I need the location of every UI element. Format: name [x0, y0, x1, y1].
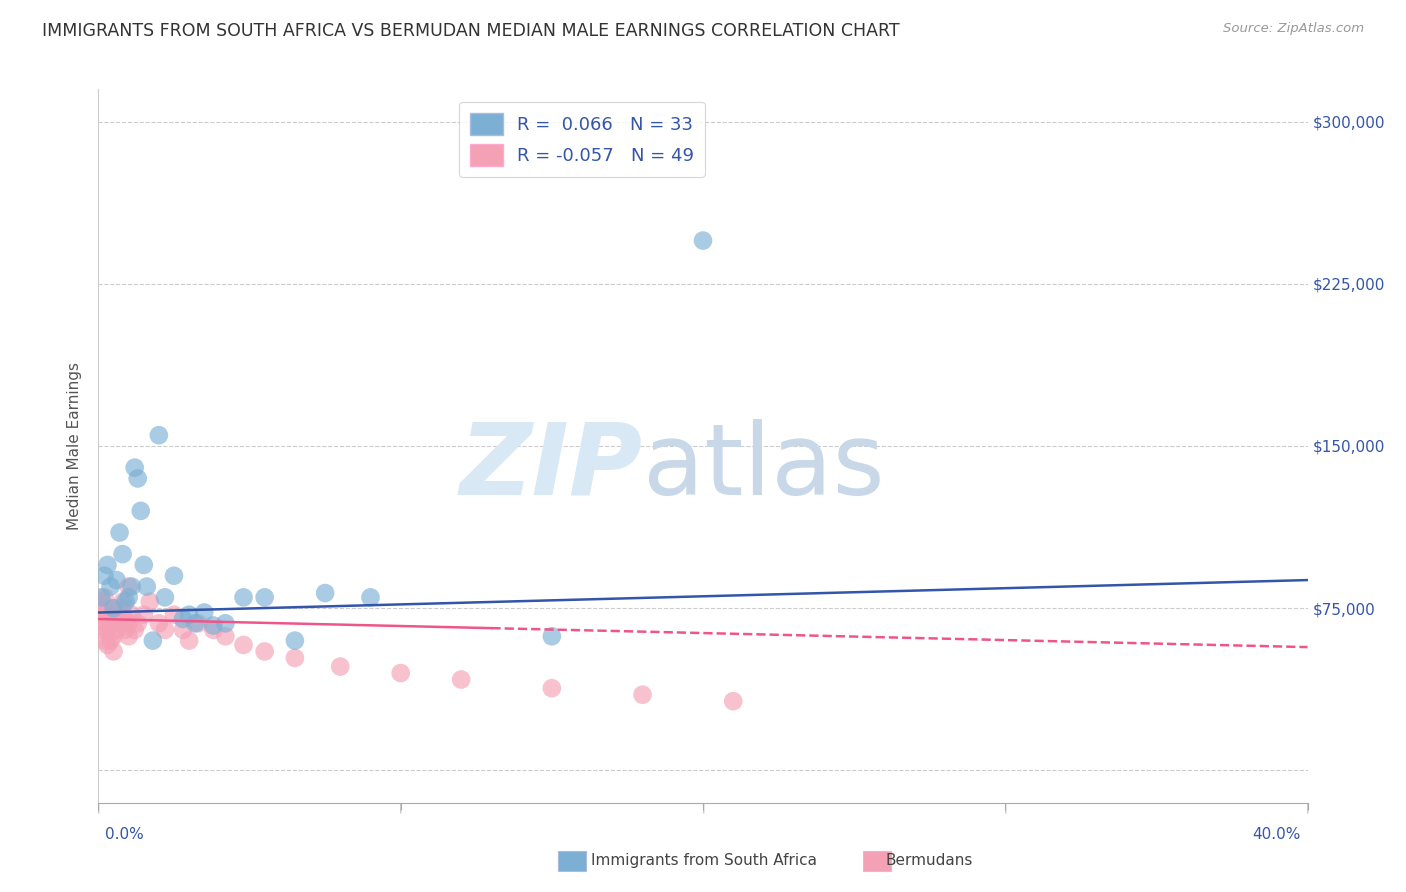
Point — [121, 607, 143, 622]
Point — [127, 616, 149, 631]
Point — [118, 591, 141, 605]
Point — [90, 591, 112, 605]
Point — [284, 633, 307, 648]
Point — [202, 618, 225, 632]
Point — [232, 591, 254, 605]
Point — [96, 638, 118, 652]
Point — [93, 568, 115, 582]
Point — [631, 688, 654, 702]
Point — [202, 623, 225, 637]
FancyBboxPatch shape — [558, 851, 586, 871]
Text: ZIP: ZIP — [460, 419, 643, 516]
Text: atlas: atlas — [643, 419, 884, 516]
Point — [253, 644, 276, 658]
Point — [723, 694, 745, 708]
Point — [184, 616, 207, 631]
Point — [124, 460, 146, 475]
Text: |: | — [1306, 803, 1309, 814]
Point — [253, 591, 276, 605]
Legend: R =  0.066   N = 33, R = -0.057   N = 49: R = 0.066 N = 33, R = -0.057 N = 49 — [460, 102, 704, 177]
Point — [108, 616, 131, 631]
Text: IMMIGRANTS FROM SOUTH AFRICA VS BERMUDAN MEDIAN MALE EARNINGS CORRELATION CHART: IMMIGRANTS FROM SOUTH AFRICA VS BERMUDAN… — [42, 22, 900, 40]
Point — [172, 612, 194, 626]
Text: Immigrants from South Africa: Immigrants from South Africa — [591, 854, 817, 868]
Point — [118, 580, 141, 594]
Point — [129, 504, 152, 518]
Point — [105, 573, 128, 587]
Point — [692, 234, 714, 248]
Point — [132, 558, 155, 572]
Point — [193, 606, 215, 620]
Point — [108, 525, 131, 540]
Point — [329, 659, 352, 673]
Point — [450, 673, 472, 687]
Point — [179, 607, 201, 622]
Point — [124, 623, 146, 637]
Point — [153, 591, 176, 605]
Point — [163, 568, 186, 582]
Point — [153, 623, 176, 637]
Point — [100, 580, 122, 594]
Point — [232, 638, 254, 652]
Text: 40.0%: 40.0% — [1253, 827, 1301, 841]
Point — [214, 629, 236, 643]
Point — [90, 595, 112, 609]
Point — [127, 471, 149, 485]
Point — [114, 612, 136, 626]
Point — [540, 629, 562, 643]
Point — [142, 633, 165, 648]
Point — [108, 601, 131, 615]
Point — [148, 616, 170, 631]
FancyBboxPatch shape — [863, 851, 891, 871]
Point — [132, 607, 155, 622]
Y-axis label: Median Male Earnings: Median Male Earnings — [67, 362, 83, 530]
Point — [93, 616, 115, 631]
Point — [118, 629, 141, 643]
Point — [114, 595, 136, 609]
Point — [135, 580, 157, 594]
Text: Bermudans: Bermudans — [886, 854, 973, 868]
Point — [103, 612, 125, 626]
Text: |: | — [1004, 803, 1007, 814]
Point — [187, 616, 209, 631]
Point — [540, 681, 562, 696]
Point — [360, 591, 382, 605]
Text: 0.0%: 0.0% — [105, 827, 145, 841]
Point — [114, 623, 136, 637]
Point — [96, 607, 118, 622]
Point — [111, 547, 134, 561]
Point — [172, 623, 194, 637]
Point — [96, 558, 118, 572]
Point — [100, 601, 122, 615]
Point — [214, 616, 236, 631]
Point — [100, 633, 122, 648]
Point — [103, 644, 125, 658]
Point — [111, 607, 134, 622]
Point — [105, 607, 128, 622]
Point — [100, 616, 122, 631]
Point — [93, 591, 115, 605]
Point — [139, 595, 162, 609]
Point — [314, 586, 336, 600]
Point — [111, 595, 134, 609]
Text: |: | — [702, 803, 704, 814]
Text: |: | — [399, 803, 402, 814]
Point — [121, 580, 143, 594]
Point — [93, 601, 115, 615]
Point — [179, 633, 201, 648]
Point — [93, 633, 115, 648]
Text: |: | — [97, 803, 100, 814]
Point — [163, 607, 186, 622]
Point — [148, 428, 170, 442]
Point — [90, 607, 112, 622]
Text: Source: ZipAtlas.com: Source: ZipAtlas.com — [1223, 22, 1364, 36]
Point — [118, 616, 141, 631]
Point — [96, 623, 118, 637]
Point — [105, 623, 128, 637]
Point — [103, 629, 125, 643]
Point — [284, 651, 307, 665]
Point — [103, 601, 125, 615]
Point — [90, 623, 112, 637]
Point — [389, 666, 412, 681]
